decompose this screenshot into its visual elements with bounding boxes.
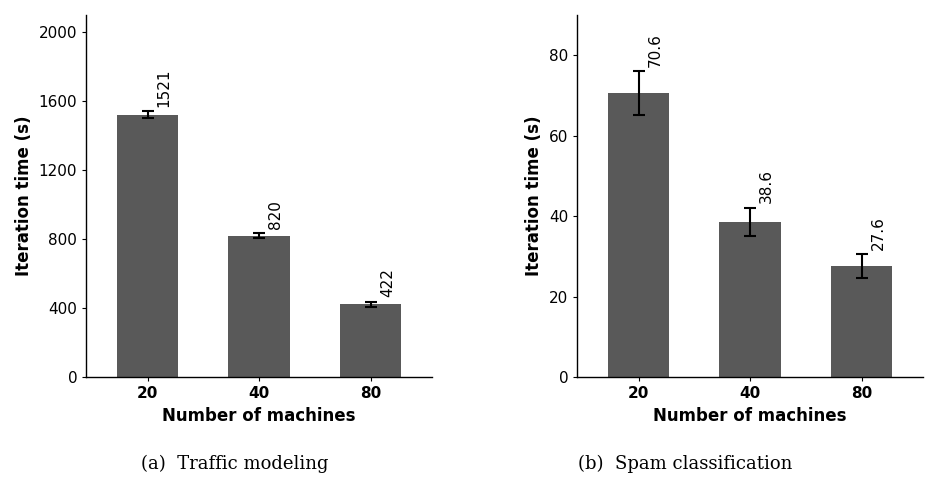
Text: 70.6: 70.6 <box>648 33 663 66</box>
Text: (b)  Spam classification: (b) Spam classification <box>578 455 792 473</box>
Bar <box>117 115 178 377</box>
Text: 1521: 1521 <box>157 68 172 107</box>
Bar <box>719 222 780 377</box>
Text: 27.6: 27.6 <box>870 216 885 250</box>
Text: 422: 422 <box>380 269 395 297</box>
Y-axis label: Iteration time (s): Iteration time (s) <box>15 116 33 276</box>
X-axis label: Number of machines: Number of machines <box>654 407 847 425</box>
Text: 820: 820 <box>268 200 283 229</box>
Bar <box>608 93 669 377</box>
Y-axis label: Iteration time (s): Iteration time (s) <box>525 116 543 276</box>
Bar <box>831 266 892 377</box>
Text: (a)  Traffic modeling: (a) Traffic modeling <box>141 455 328 473</box>
X-axis label: Number of machines: Number of machines <box>162 407 356 425</box>
Bar <box>340 304 401 377</box>
Bar <box>229 236 290 377</box>
Text: 38.6: 38.6 <box>760 169 774 204</box>
